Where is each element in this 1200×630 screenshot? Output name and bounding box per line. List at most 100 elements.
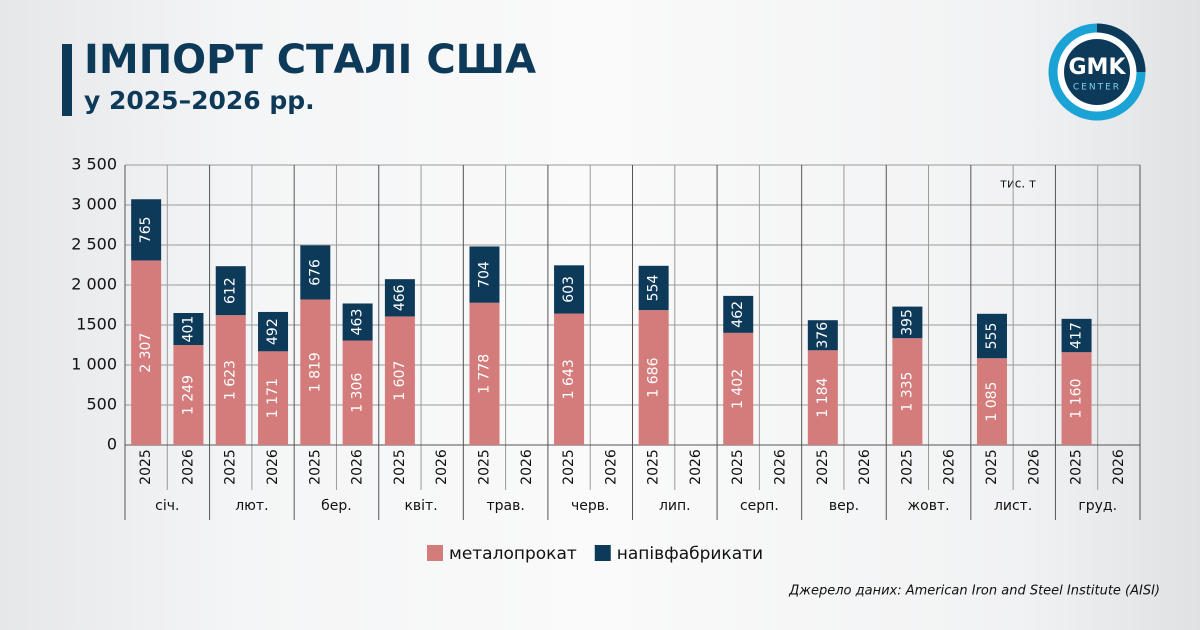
value-label: 1 623	[223, 360, 239, 400]
bar-segment	[469, 246, 500, 303]
x-tick-label: 2025	[561, 449, 577, 485]
value-label: 395	[899, 309, 915, 336]
bar-segment	[131, 260, 162, 445]
unit-label: тис. т	[1000, 177, 1036, 191]
value-label: 612	[223, 277, 239, 304]
x-tick-label: 2025	[730, 449, 746, 485]
bar-segment	[384, 316, 415, 445]
x-tick-label: 2026	[434, 449, 450, 485]
x-tick-label: 2025	[646, 449, 662, 485]
month-label: бер.	[321, 498, 352, 514]
value-label: 401	[180, 316, 196, 343]
bar-segment	[723, 332, 754, 445]
value-label: 1 184	[815, 378, 831, 418]
bar-segment	[173, 345, 204, 445]
logo: GMK CENTER	[1048, 23, 1146, 121]
value-label: 466	[392, 284, 408, 311]
bar-segment	[173, 313, 204, 346]
x-tick-label: 2026	[1026, 449, 1042, 485]
x-tick-label: 2026	[519, 449, 535, 485]
x-tick-label: 2025	[984, 449, 1000, 485]
value-label: 704	[476, 261, 492, 288]
value-label: 1 778	[476, 354, 492, 394]
value-label: 1 160	[1069, 379, 1085, 419]
y-tick-label: 1 000	[71, 355, 117, 374]
value-label: 1 306	[350, 373, 366, 413]
chart-title: ІМПОРТ СТАЛІ США	[84, 37, 536, 83]
value-label: 376	[815, 322, 831, 349]
bar-segment	[807, 350, 838, 445]
x-tick-label: 2025	[815, 449, 831, 485]
x-tick-label: 2025	[138, 449, 154, 485]
y-tick-label: 2 500	[71, 235, 117, 254]
bar-segment	[215, 315, 246, 445]
value-label: 462	[730, 301, 746, 328]
bar-segment	[131, 199, 162, 261]
legend-label: металопрокат	[449, 544, 577, 564]
value-label: 1 819	[307, 352, 323, 392]
month-label: груд.	[1078, 498, 1117, 514]
logo-sub: CENTER	[1073, 83, 1121, 93]
x-tick-label: 2026	[688, 449, 704, 485]
x-tick-label: 2026	[265, 449, 281, 485]
logo-name: GMK	[1069, 55, 1127, 80]
value-label: 555	[984, 323, 1000, 350]
bar-segment	[342, 303, 373, 341]
y-tick-label: 0	[107, 435, 117, 454]
x-tick-label: 2026	[603, 449, 619, 485]
month-label: трав.	[486, 498, 524, 514]
value-label: 676	[307, 259, 323, 286]
y-tick-label: 1500	[76, 315, 117, 334]
bar-segment	[638, 310, 669, 445]
x-tick-label: 2025	[392, 449, 408, 485]
bar-segment	[554, 265, 585, 314]
value-label: 554	[646, 275, 662, 302]
source: Джерело даних: American Iron and Steel I…	[788, 584, 1160, 599]
bar-segment	[300, 245, 331, 300]
bar-segment	[469, 302, 500, 445]
x-tick-label: 2026	[1111, 449, 1127, 485]
value-label: 1 686	[646, 357, 662, 397]
value-label: 1 171	[265, 378, 281, 418]
bar-segment	[1061, 318, 1092, 353]
value-label: 1 335	[899, 372, 915, 412]
y-tick-label: 3 000	[71, 195, 117, 214]
x-tick-label: 2026	[180, 449, 196, 485]
x-tick-label: 2025	[307, 449, 323, 485]
title-accent	[62, 44, 72, 116]
bar-segment	[976, 358, 1007, 445]
x-tick-label: 2026	[773, 449, 789, 485]
bar-segment	[300, 299, 331, 445]
bar-segment	[258, 311, 289, 352]
y-tick-label: 3 500	[71, 155, 117, 174]
month-label: лют.	[235, 498, 268, 514]
y-tick-label: 500	[86, 395, 117, 414]
month-label: січ.	[155, 498, 179, 514]
legend-swatch	[427, 545, 443, 561]
month-label: лист.	[994, 498, 1032, 514]
month-label: квіт.	[404, 498, 437, 514]
value-label: 603	[561, 276, 577, 303]
month-label: вер.	[829, 498, 859, 514]
bar-segment	[258, 351, 289, 445]
x-tick-label: 2026	[857, 449, 873, 485]
bar-segment	[807, 320, 838, 351]
x-tick-label: 2025	[223, 449, 239, 485]
value-label: 1 085	[984, 382, 1000, 422]
bar-segment	[1061, 352, 1092, 445]
value-label: 492	[265, 318, 281, 345]
y-tick-label: 2 000	[71, 275, 117, 294]
x-tick-label: 2025	[476, 449, 492, 485]
bar-segment	[723, 295, 754, 333]
bar-segment	[892, 306, 923, 339]
bar-segment	[342, 340, 373, 445]
value-label: 1 643	[561, 359, 577, 399]
legend-label: напівфабрикати	[617, 544, 763, 564]
bar-segment	[638, 265, 669, 311]
bar-segment	[976, 313, 1007, 359]
value-label: 1 607	[392, 361, 408, 401]
legend-swatch	[594, 545, 611, 561]
x-tick-label: 2025	[1069, 449, 1085, 485]
bar-segment	[384, 279, 415, 317]
